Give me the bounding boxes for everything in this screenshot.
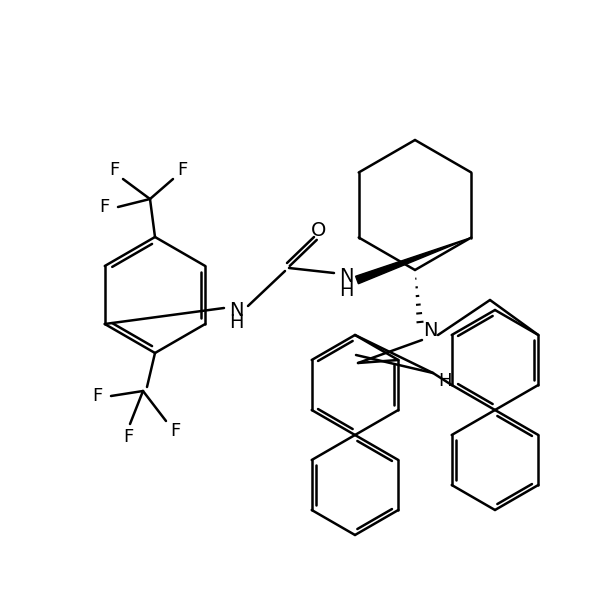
- Text: N: N: [339, 268, 353, 286]
- Text: N: N: [423, 320, 437, 340]
- Text: H: H: [339, 280, 353, 299]
- Text: F: F: [170, 422, 180, 440]
- Text: F: F: [177, 161, 187, 179]
- Text: F: F: [109, 161, 119, 179]
- Text: O: O: [311, 220, 326, 239]
- Text: F: F: [99, 198, 109, 216]
- Polygon shape: [356, 238, 471, 284]
- Text: H: H: [229, 313, 243, 332]
- Text: F: F: [123, 428, 133, 446]
- Text: H: H: [438, 372, 452, 390]
- Text: F: F: [92, 387, 102, 405]
- Text: N: N: [229, 301, 243, 319]
